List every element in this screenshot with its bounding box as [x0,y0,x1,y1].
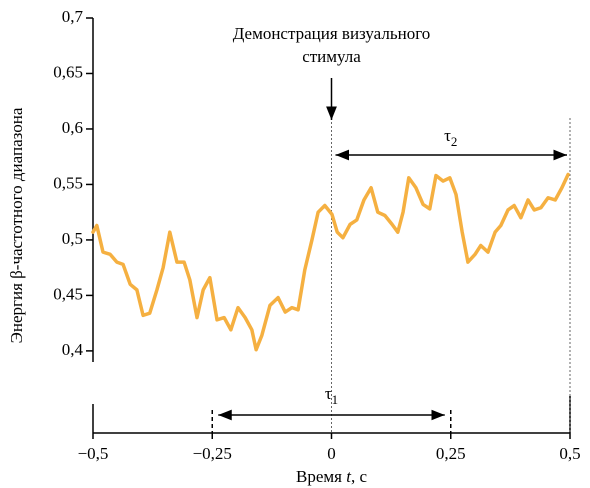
annotation: Демонстрация визуального [233,24,431,43]
interval-subscript: 1 [332,392,339,407]
interval-label: τ2 [444,126,457,149]
y-tick-label: 0,45 [53,284,83,303]
y-tick-label: 0,4 [62,340,84,359]
x-axis-label-part: t [346,467,352,486]
annotation: стимула [302,47,361,66]
x-tick-label: 0 [327,444,336,463]
x-axis-label: Время t, с [296,467,367,486]
interval-symbol: τ [444,126,451,145]
y-tick-label: 0,5 [62,229,83,248]
y-tick-label: 0,6 [62,118,83,137]
x-axis-label-part: Время [296,467,346,486]
data-line [91,172,570,352]
y-tick-label: 0,7 [62,7,84,26]
interval-subscript: 2 [451,134,458,149]
y-tick-label: 0,55 [53,173,83,192]
x-tick-label: −0,5 [78,444,109,463]
x-tick-label: 0,25 [436,444,466,463]
x-axis-label-part: , с [351,467,368,486]
interval-symbol: τ [325,384,332,403]
y-axis-label: Энергия β-частотного диапазона [7,107,26,343]
interval-label: τ1 [325,384,338,407]
x-tick-label: −0,25 [193,444,232,463]
x-tick-label: 0,5 [559,444,580,463]
y-tick-label: 0,65 [53,62,83,81]
